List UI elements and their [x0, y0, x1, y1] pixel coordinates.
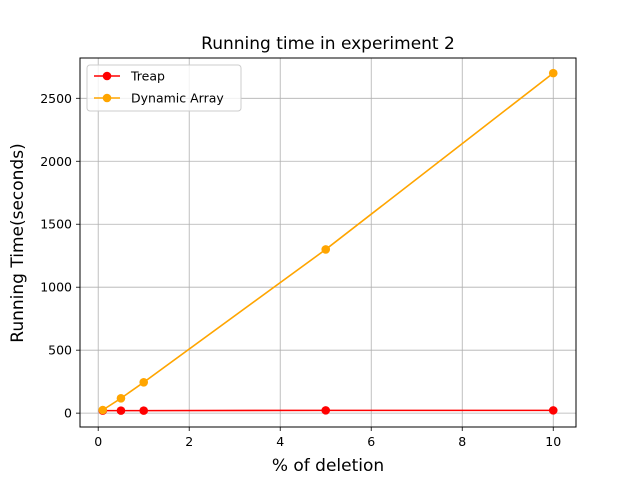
data-point-treap: [116, 406, 126, 415]
data-point-dynamic-array: [548, 68, 558, 78]
y-tick-label: 1000: [40, 280, 72, 295]
data-point-treap: [321, 406, 331, 415]
y-tick-label: 2500: [40, 91, 72, 106]
x-tick-label: 4: [276, 434, 284, 449]
y-tick-label: 500: [48, 343, 72, 358]
data-point-treap: [548, 406, 558, 415]
data-point-dynamic-array: [98, 405, 108, 415]
legend: Treap Dynamic Array: [86, 64, 242, 112]
data-point-treap: [139, 406, 149, 415]
x-tick-label: 10: [545, 434, 561, 449]
legend-box: [86, 64, 242, 112]
data-point-dynamic-array: [139, 377, 149, 387]
legend-swatch-marker-dynamic-array: [102, 93, 112, 103]
data-point-dynamic-array: [321, 245, 331, 254]
chart-title: Running time in experiment 2: [201, 34, 455, 54]
series-layer: [98, 68, 558, 415]
legend-label-dynamic-array: Dynamic Array: [131, 91, 224, 106]
data-point-dynamic-array: [116, 393, 126, 403]
legend-label-treap: Treap: [130, 69, 165, 84]
y-tick-label: 2000: [40, 154, 72, 169]
legend-swatch-marker-treap: [102, 71, 112, 81]
x-tick-label: 0: [94, 434, 102, 449]
x-tick-label: 8: [458, 434, 466, 449]
ticks: 0 2 4 6 8 10 0 500 1000 1500 2000 2500: [40, 91, 561, 449]
plot-frame: [79, 57, 577, 428]
y-tick-label: 1500: [40, 217, 72, 232]
y-axis-label: Running Time(seconds): [8, 143, 28, 342]
grid: [80, 58, 576, 427]
x-axis-label: % of deletion: [272, 456, 384, 476]
x-tick-label: 2: [185, 434, 193, 449]
y-tick-label: 0: [64, 406, 72, 421]
x-tick-label: 6: [367, 434, 375, 449]
